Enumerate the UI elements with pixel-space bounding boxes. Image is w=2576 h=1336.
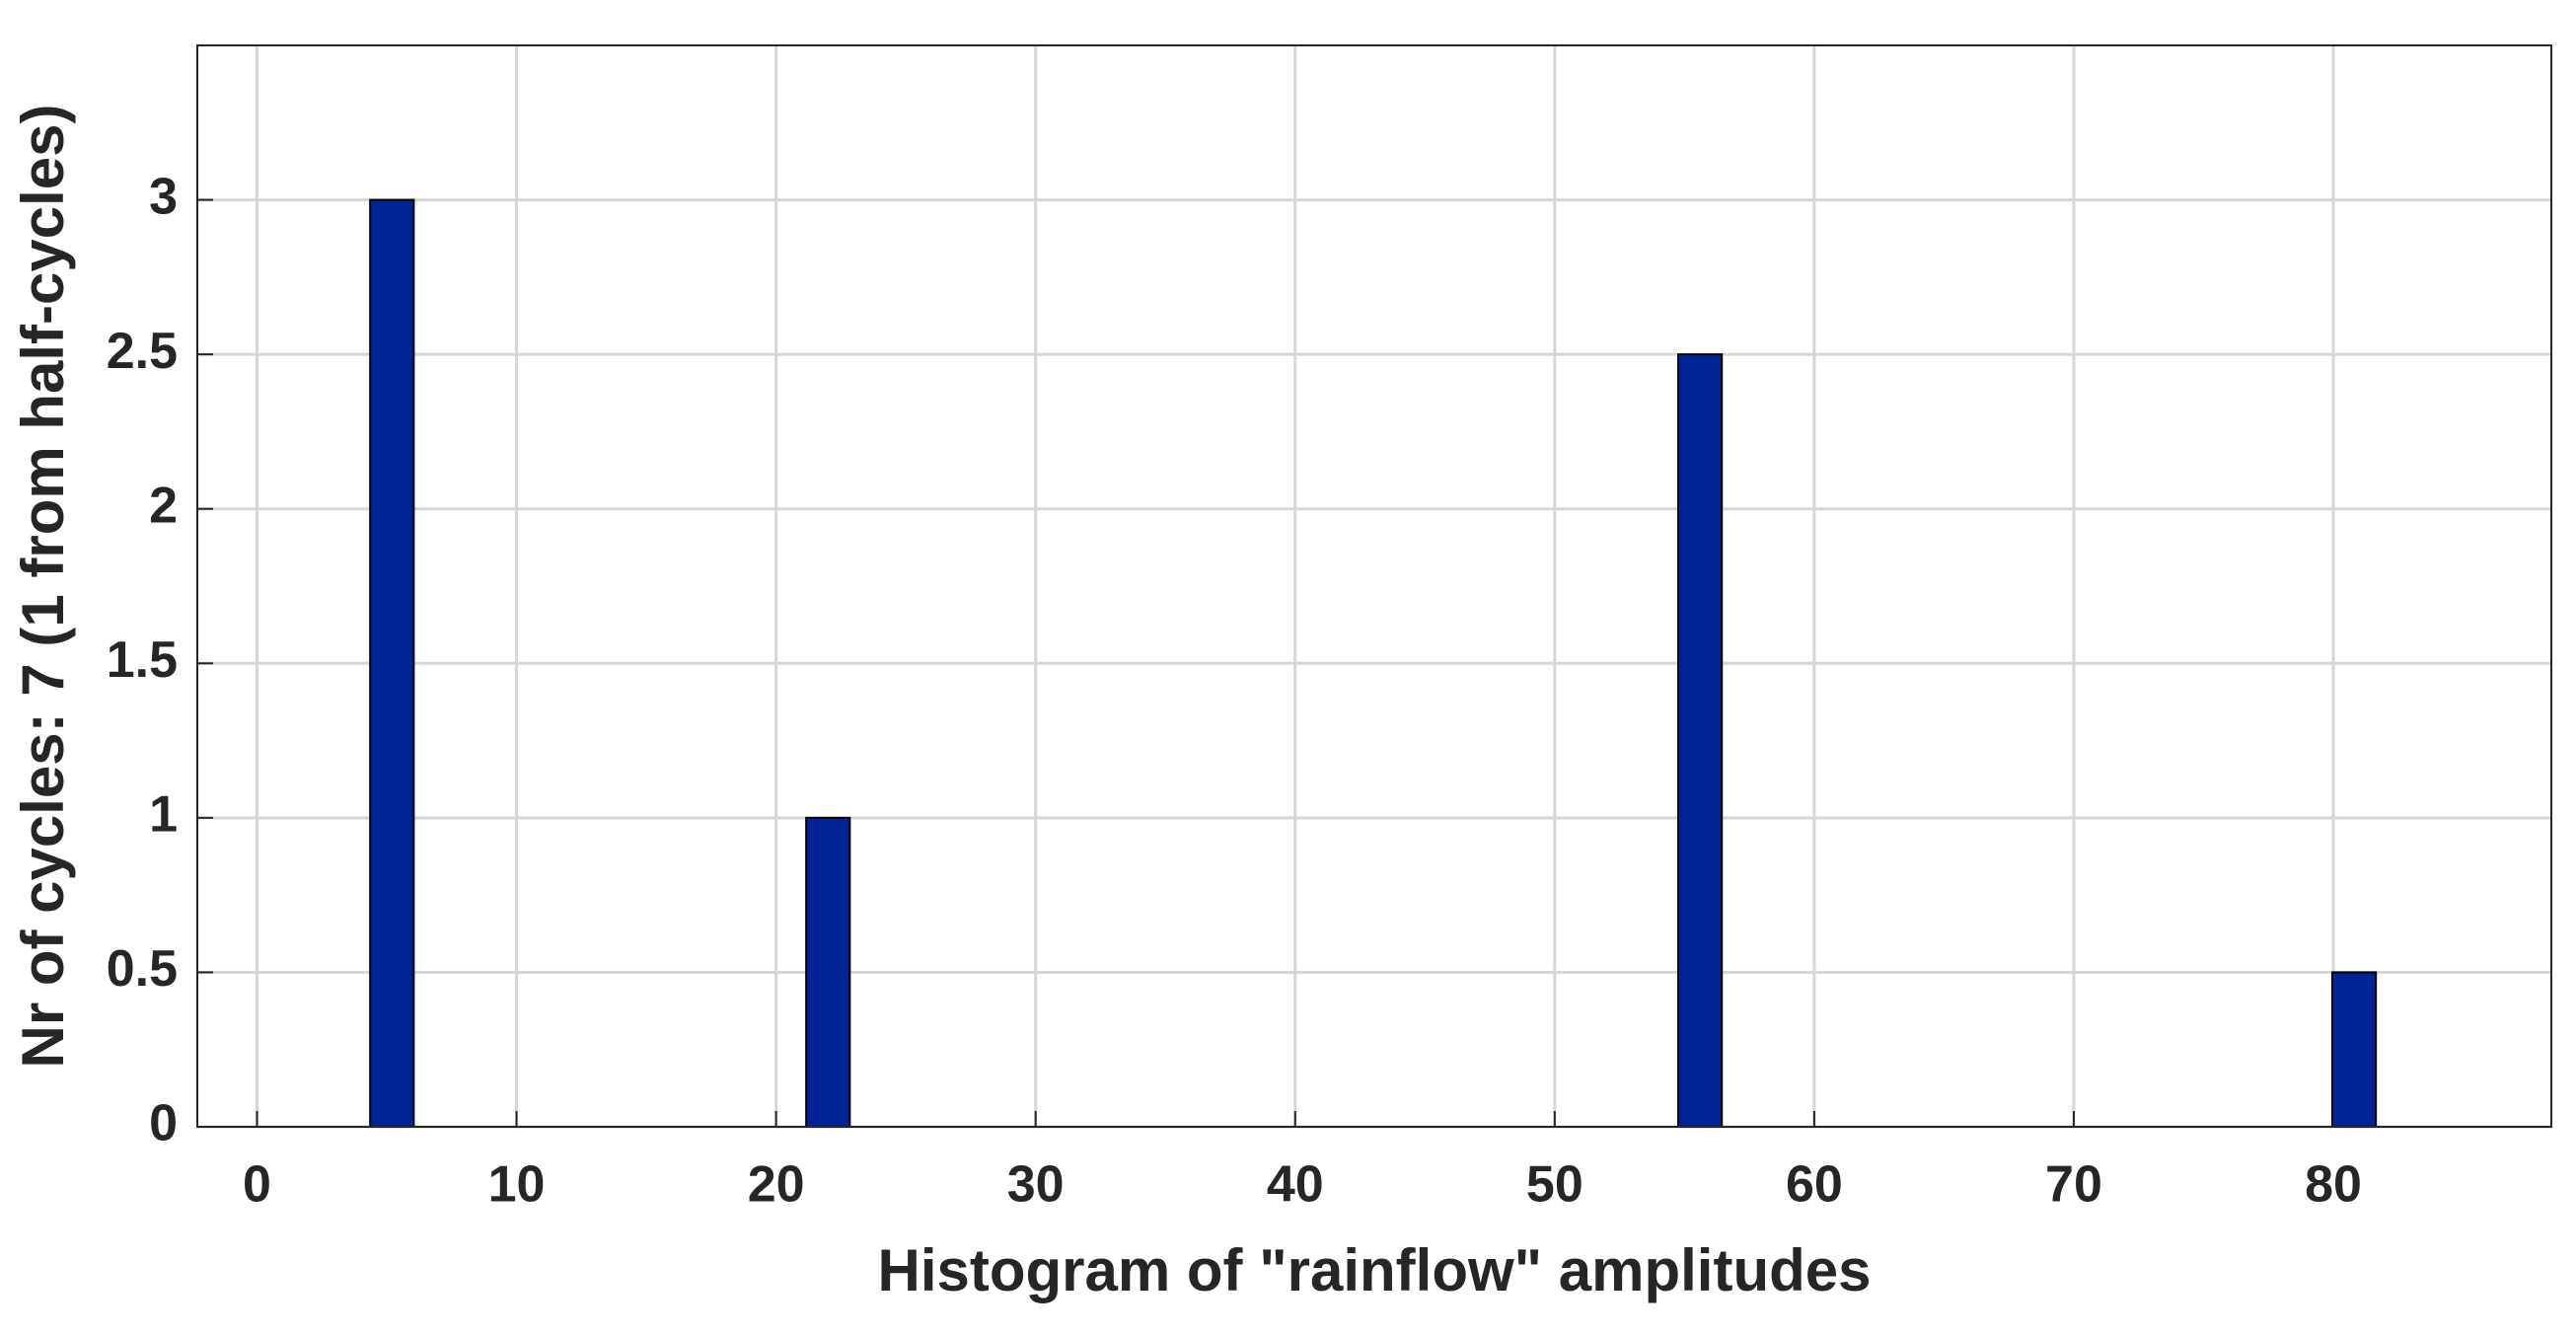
y-tick-label: 2 [149, 477, 178, 534]
x-tick-label: 80 [2305, 1156, 2362, 1214]
y-tick-label: 1.5 [107, 631, 178, 689]
x-tick-label: 10 [488, 1156, 546, 1214]
y-tick-label: 3 [149, 168, 178, 225]
bar [805, 816, 851, 1128]
y-tick-label: 2.5 [107, 323, 178, 380]
x-tick-label: 50 [1526, 1156, 1583, 1214]
x-tick-label: 20 [748, 1156, 805, 1214]
x-tick-label: 30 [1007, 1156, 1065, 1214]
bar [1677, 353, 1724, 1128]
x-tick-label: 60 [1786, 1156, 1843, 1214]
y-axis-label: Nr of cycles: 7 (1 from half-cycles) [10, 104, 76, 1068]
y-tick-label: 0.5 [107, 940, 178, 998]
x-axis-label: Histogram of "rainflow" amplitudes [878, 1237, 1872, 1303]
x-tick-label: 40 [1267, 1156, 1324, 1214]
x-tick-label: 70 [2045, 1156, 2102, 1214]
y-tick-label: 0 [149, 1095, 178, 1152]
bar [2330, 971, 2378, 1129]
y-tick-label: 1 [149, 786, 178, 844]
bar [369, 198, 415, 1129]
x-tick-label: 0 [243, 1156, 271, 1214]
plot-frame [196, 44, 2552, 1128]
